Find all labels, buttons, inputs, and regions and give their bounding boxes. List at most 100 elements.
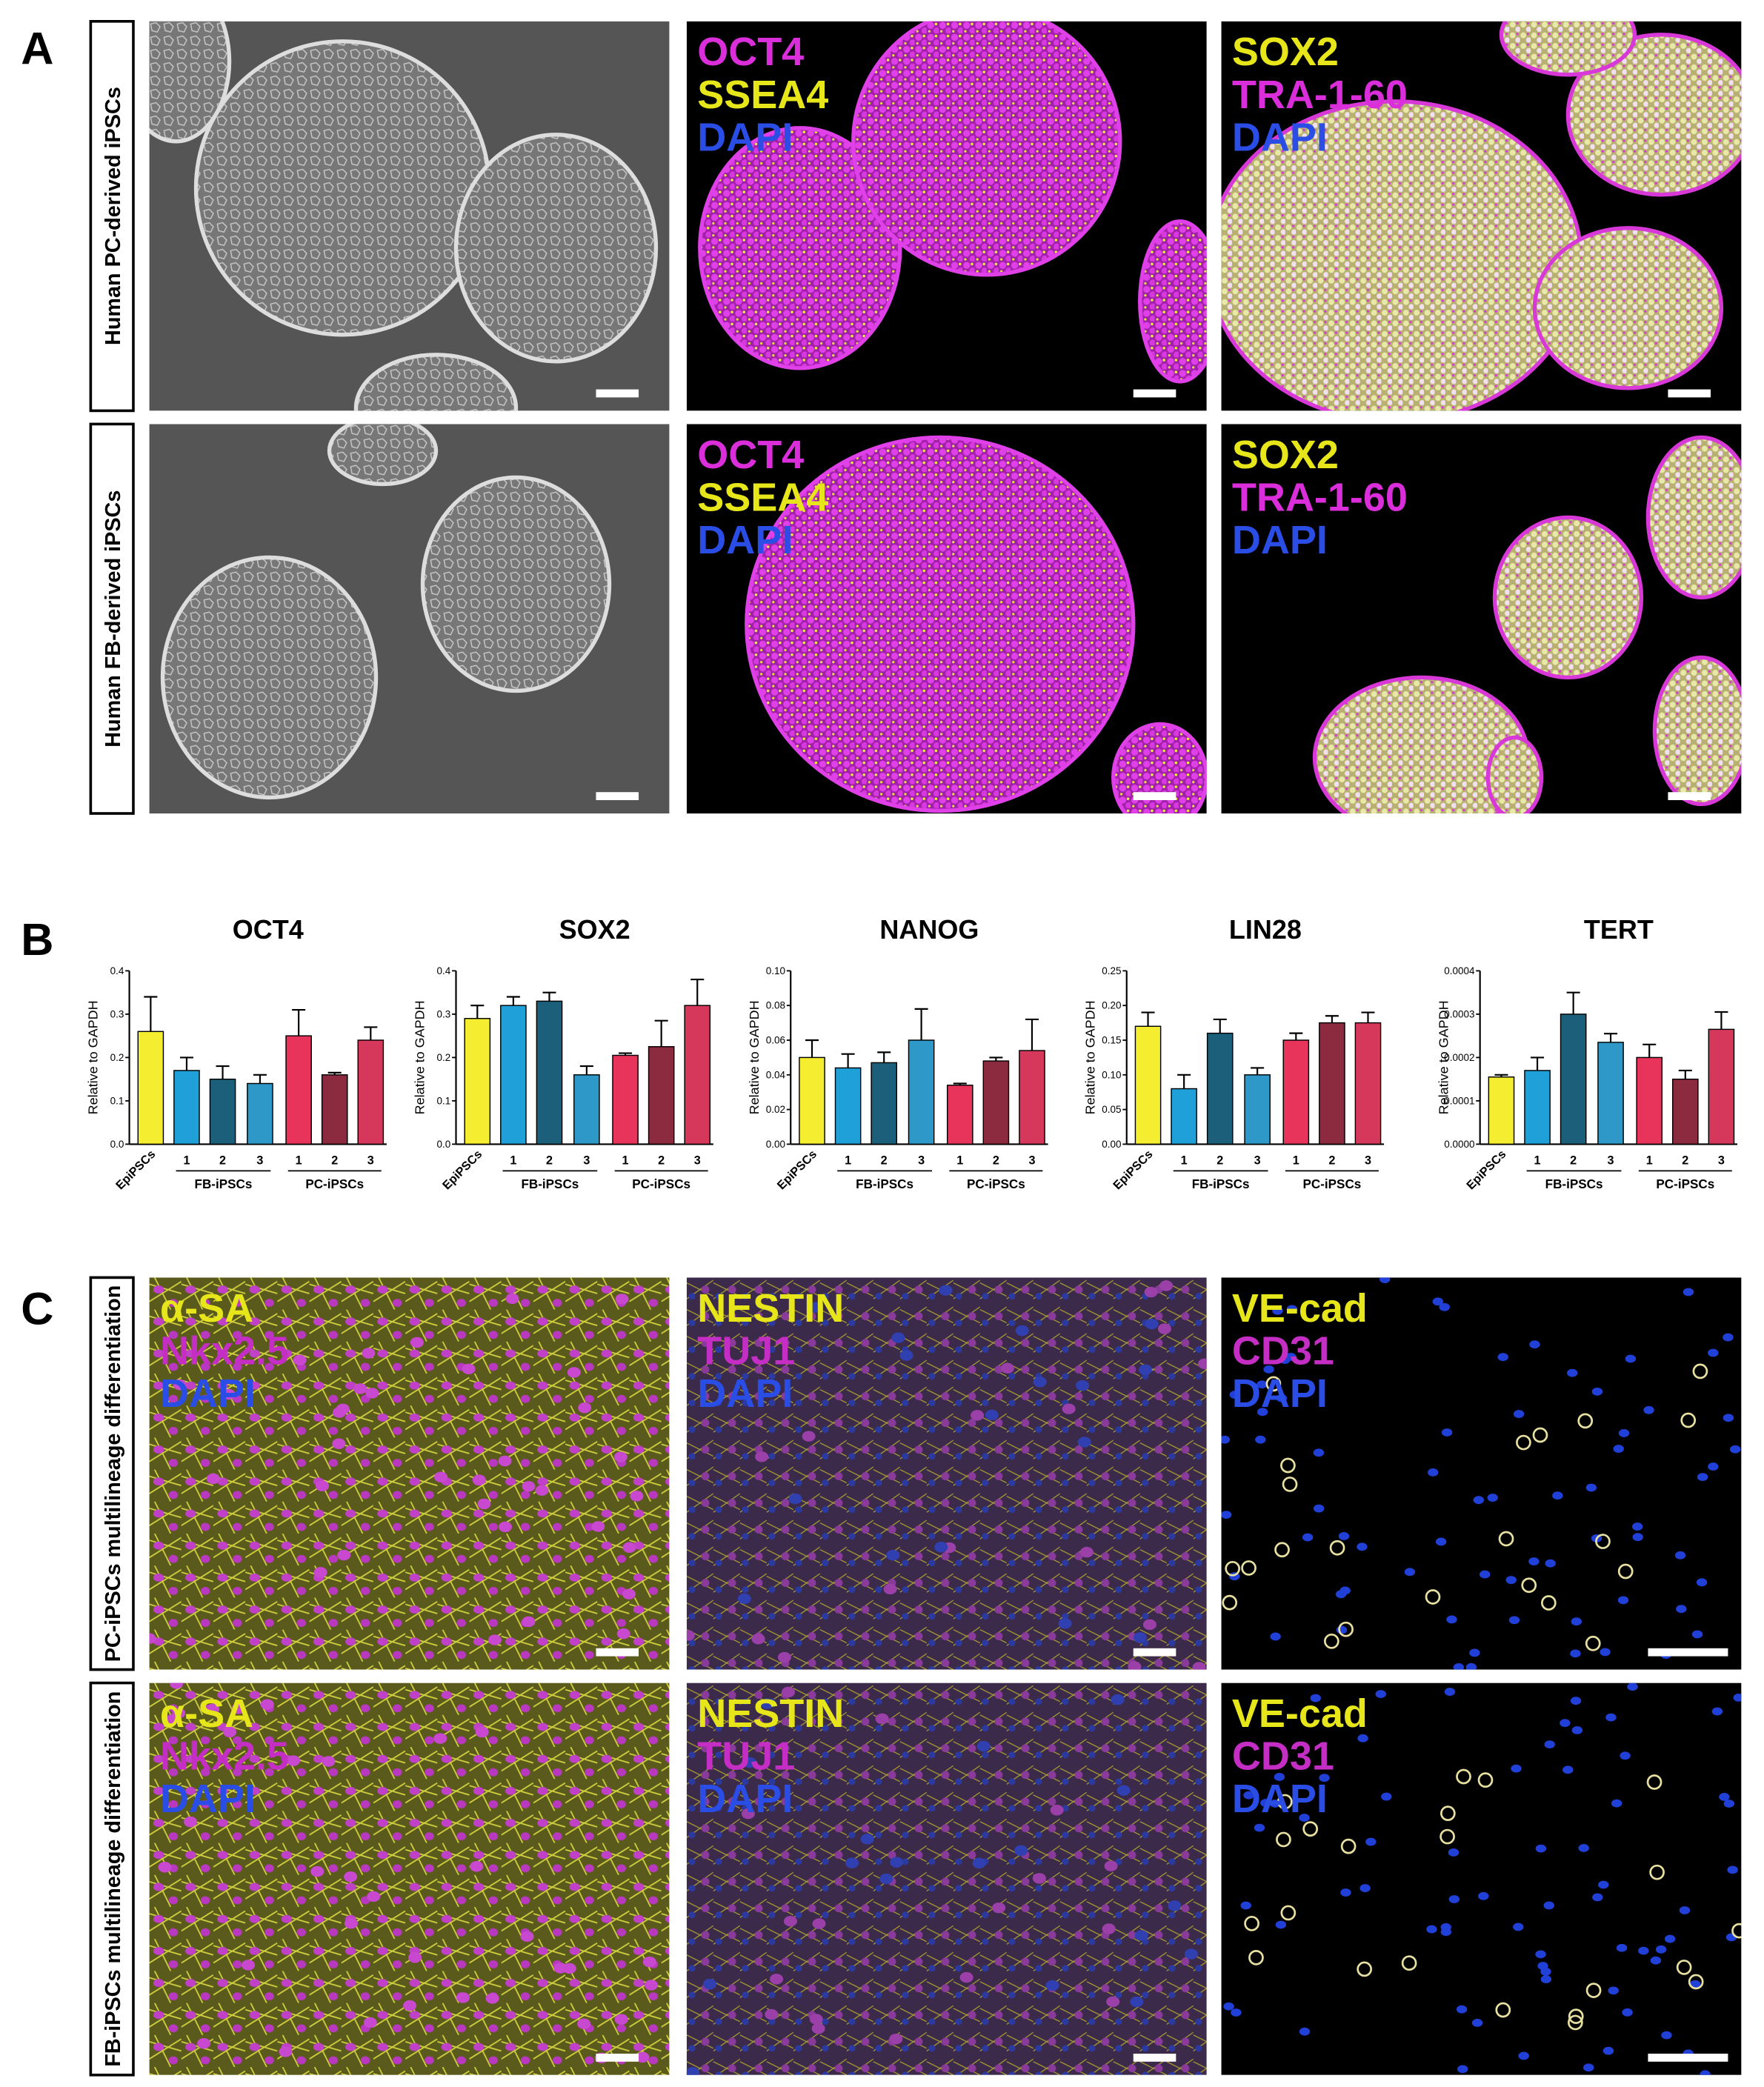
nucleus bbox=[1544, 1740, 1555, 1748]
endothelial-cell bbox=[1516, 1434, 1531, 1451]
nucleus bbox=[1733, 1694, 1742, 1702]
nucleus bbox=[755, 1451, 769, 1462]
nucleus bbox=[1130, 1996, 1144, 2008]
nucleus bbox=[591, 1521, 605, 1532]
nucleus bbox=[1661, 2031, 1672, 2040]
y-tick-label: 0.1 bbox=[110, 1095, 124, 1106]
y-tick-label: 0.4 bbox=[437, 965, 451, 976]
nucleus bbox=[1257, 1380, 1268, 1389]
nucleus bbox=[741, 1808, 755, 1820]
endothelial-cell bbox=[1280, 1457, 1296, 1474]
error-bar bbox=[1604, 1033, 1618, 1042]
nucleus bbox=[686, 1630, 695, 1641]
x-tick-label: 1 bbox=[956, 1154, 963, 1167]
colony bbox=[420, 475, 612, 693]
nucleus bbox=[1570, 1697, 1582, 1705]
nucleus bbox=[332, 1438, 346, 1449]
x-tick-label: EpiPSCs bbox=[1111, 1148, 1155, 1192]
y-tick-label: 0.10 bbox=[1102, 1069, 1121, 1080]
nucleus bbox=[367, 1891, 381, 1903]
nucleus bbox=[1223, 2002, 1234, 2011]
image-background bbox=[1221, 1277, 1742, 1670]
nucleus bbox=[636, 2051, 650, 2063]
colony bbox=[353, 353, 519, 411]
nucleus bbox=[1448, 1848, 1460, 1857]
scale-bar bbox=[1133, 2054, 1176, 2062]
y-tick-label: 0.0 bbox=[110, 1139, 124, 1150]
bar bbox=[982, 1060, 1010, 1145]
nucleus bbox=[1511, 1764, 1522, 1773]
bar bbox=[1560, 1013, 1587, 1145]
y-tick-label: 0.0002 bbox=[1444, 1052, 1474, 1063]
nucleus bbox=[1618, 1429, 1630, 1437]
x-tick-label: EpiPSCs bbox=[1464, 1148, 1508, 1192]
nucleus bbox=[1711, 1707, 1723, 1716]
nucleus bbox=[1145, 1318, 1159, 1330]
nucleus bbox=[456, 1992, 470, 2003]
micrograph bbox=[686, 1277, 1207, 1670]
nucleus bbox=[985, 1409, 999, 1421]
nucleus bbox=[1336, 1625, 1348, 1634]
bar bbox=[946, 1085, 973, 1145]
x-tick-label: 2 bbox=[1682, 1154, 1688, 1167]
endothelial-cell bbox=[1277, 1794, 1293, 1810]
scale-bar bbox=[596, 1648, 639, 1657]
nucleus bbox=[462, 1363, 476, 1375]
nucleus bbox=[1299, 1814, 1310, 1822]
x-tick-label: 2 bbox=[546, 1154, 553, 1167]
bar bbox=[648, 1046, 675, 1145]
y-tick-label: 0.02 bbox=[766, 1104, 785, 1115]
bar bbox=[1708, 1028, 1735, 1145]
row-label: Human PC-derived iPSCs bbox=[101, 87, 125, 345]
nucleus bbox=[782, 1686, 796, 1698]
nucleus bbox=[1592, 1893, 1603, 1902]
endothelial-cell bbox=[1688, 1974, 1704, 1990]
nucleus bbox=[260, 1699, 274, 1710]
error-bar bbox=[1213, 1018, 1227, 1033]
group-label: PC-iPSCs bbox=[967, 1177, 1025, 1191]
y-axis-label: Relative to GAPDH bbox=[1436, 1000, 1451, 1114]
bar bbox=[908, 1039, 935, 1145]
chart-title: SOX2 bbox=[559, 914, 630, 945]
stain-label: DAPI bbox=[1232, 1371, 1328, 1416]
y-tick-label: 0.0004 bbox=[1444, 965, 1475, 976]
nucleus bbox=[783, 1915, 797, 1927]
group-label: FB-iPSCs bbox=[195, 1177, 253, 1191]
x-tick-label: 2 bbox=[219, 1154, 226, 1167]
nucleus bbox=[344, 1917, 358, 1929]
nucleus bbox=[562, 1963, 576, 1974]
nucleus bbox=[1339, 1586, 1351, 1595]
nucleus bbox=[173, 1379, 187, 1391]
error-bar bbox=[1361, 1011, 1375, 1023]
y-tick-label: 0.0 bbox=[437, 1139, 451, 1150]
nucleus bbox=[1567, 1368, 1578, 1377]
endothelial-cell bbox=[1440, 1828, 1455, 1845]
nucleus bbox=[242, 1960, 256, 1971]
nucleus bbox=[1691, 1630, 1703, 1639]
nucleus bbox=[313, 1567, 327, 1578]
y-tick-label: 0.0001 bbox=[1444, 1095, 1474, 1106]
row-label-box bbox=[89, 422, 135, 815]
nucleus bbox=[809, 1302, 823, 1313]
nucleus bbox=[434, 1471, 448, 1482]
x-tick-label: 3 bbox=[1254, 1154, 1261, 1167]
nucleus bbox=[1613, 1445, 1624, 1453]
nucleus bbox=[1562, 1765, 1574, 1774]
nucleus bbox=[1456, 2005, 1468, 2014]
nucleus bbox=[703, 1978, 717, 1990]
nucleus bbox=[1650, 1956, 1662, 1965]
nucleus bbox=[1157, 1323, 1171, 1334]
endothelial-cell bbox=[1568, 2014, 1583, 2031]
nucleus bbox=[1600, 1648, 1611, 1657]
x-tick-label: 3 bbox=[918, 1154, 925, 1167]
nucleus bbox=[1134, 1632, 1148, 1643]
x-tick-label: 1 bbox=[296, 1154, 302, 1167]
group-label: FB-iPSCs bbox=[521, 1177, 579, 1191]
nucleus bbox=[622, 1542, 636, 1553]
x-tick-label: 1 bbox=[1646, 1154, 1653, 1167]
chart-title: NANOG bbox=[879, 914, 979, 945]
nucleus bbox=[362, 1348, 376, 1359]
nucleus bbox=[1700, 2070, 1711, 2075]
nucleus bbox=[1168, 1900, 1182, 1911]
x-tick-label: EpiPSCs bbox=[113, 1148, 158, 1192]
